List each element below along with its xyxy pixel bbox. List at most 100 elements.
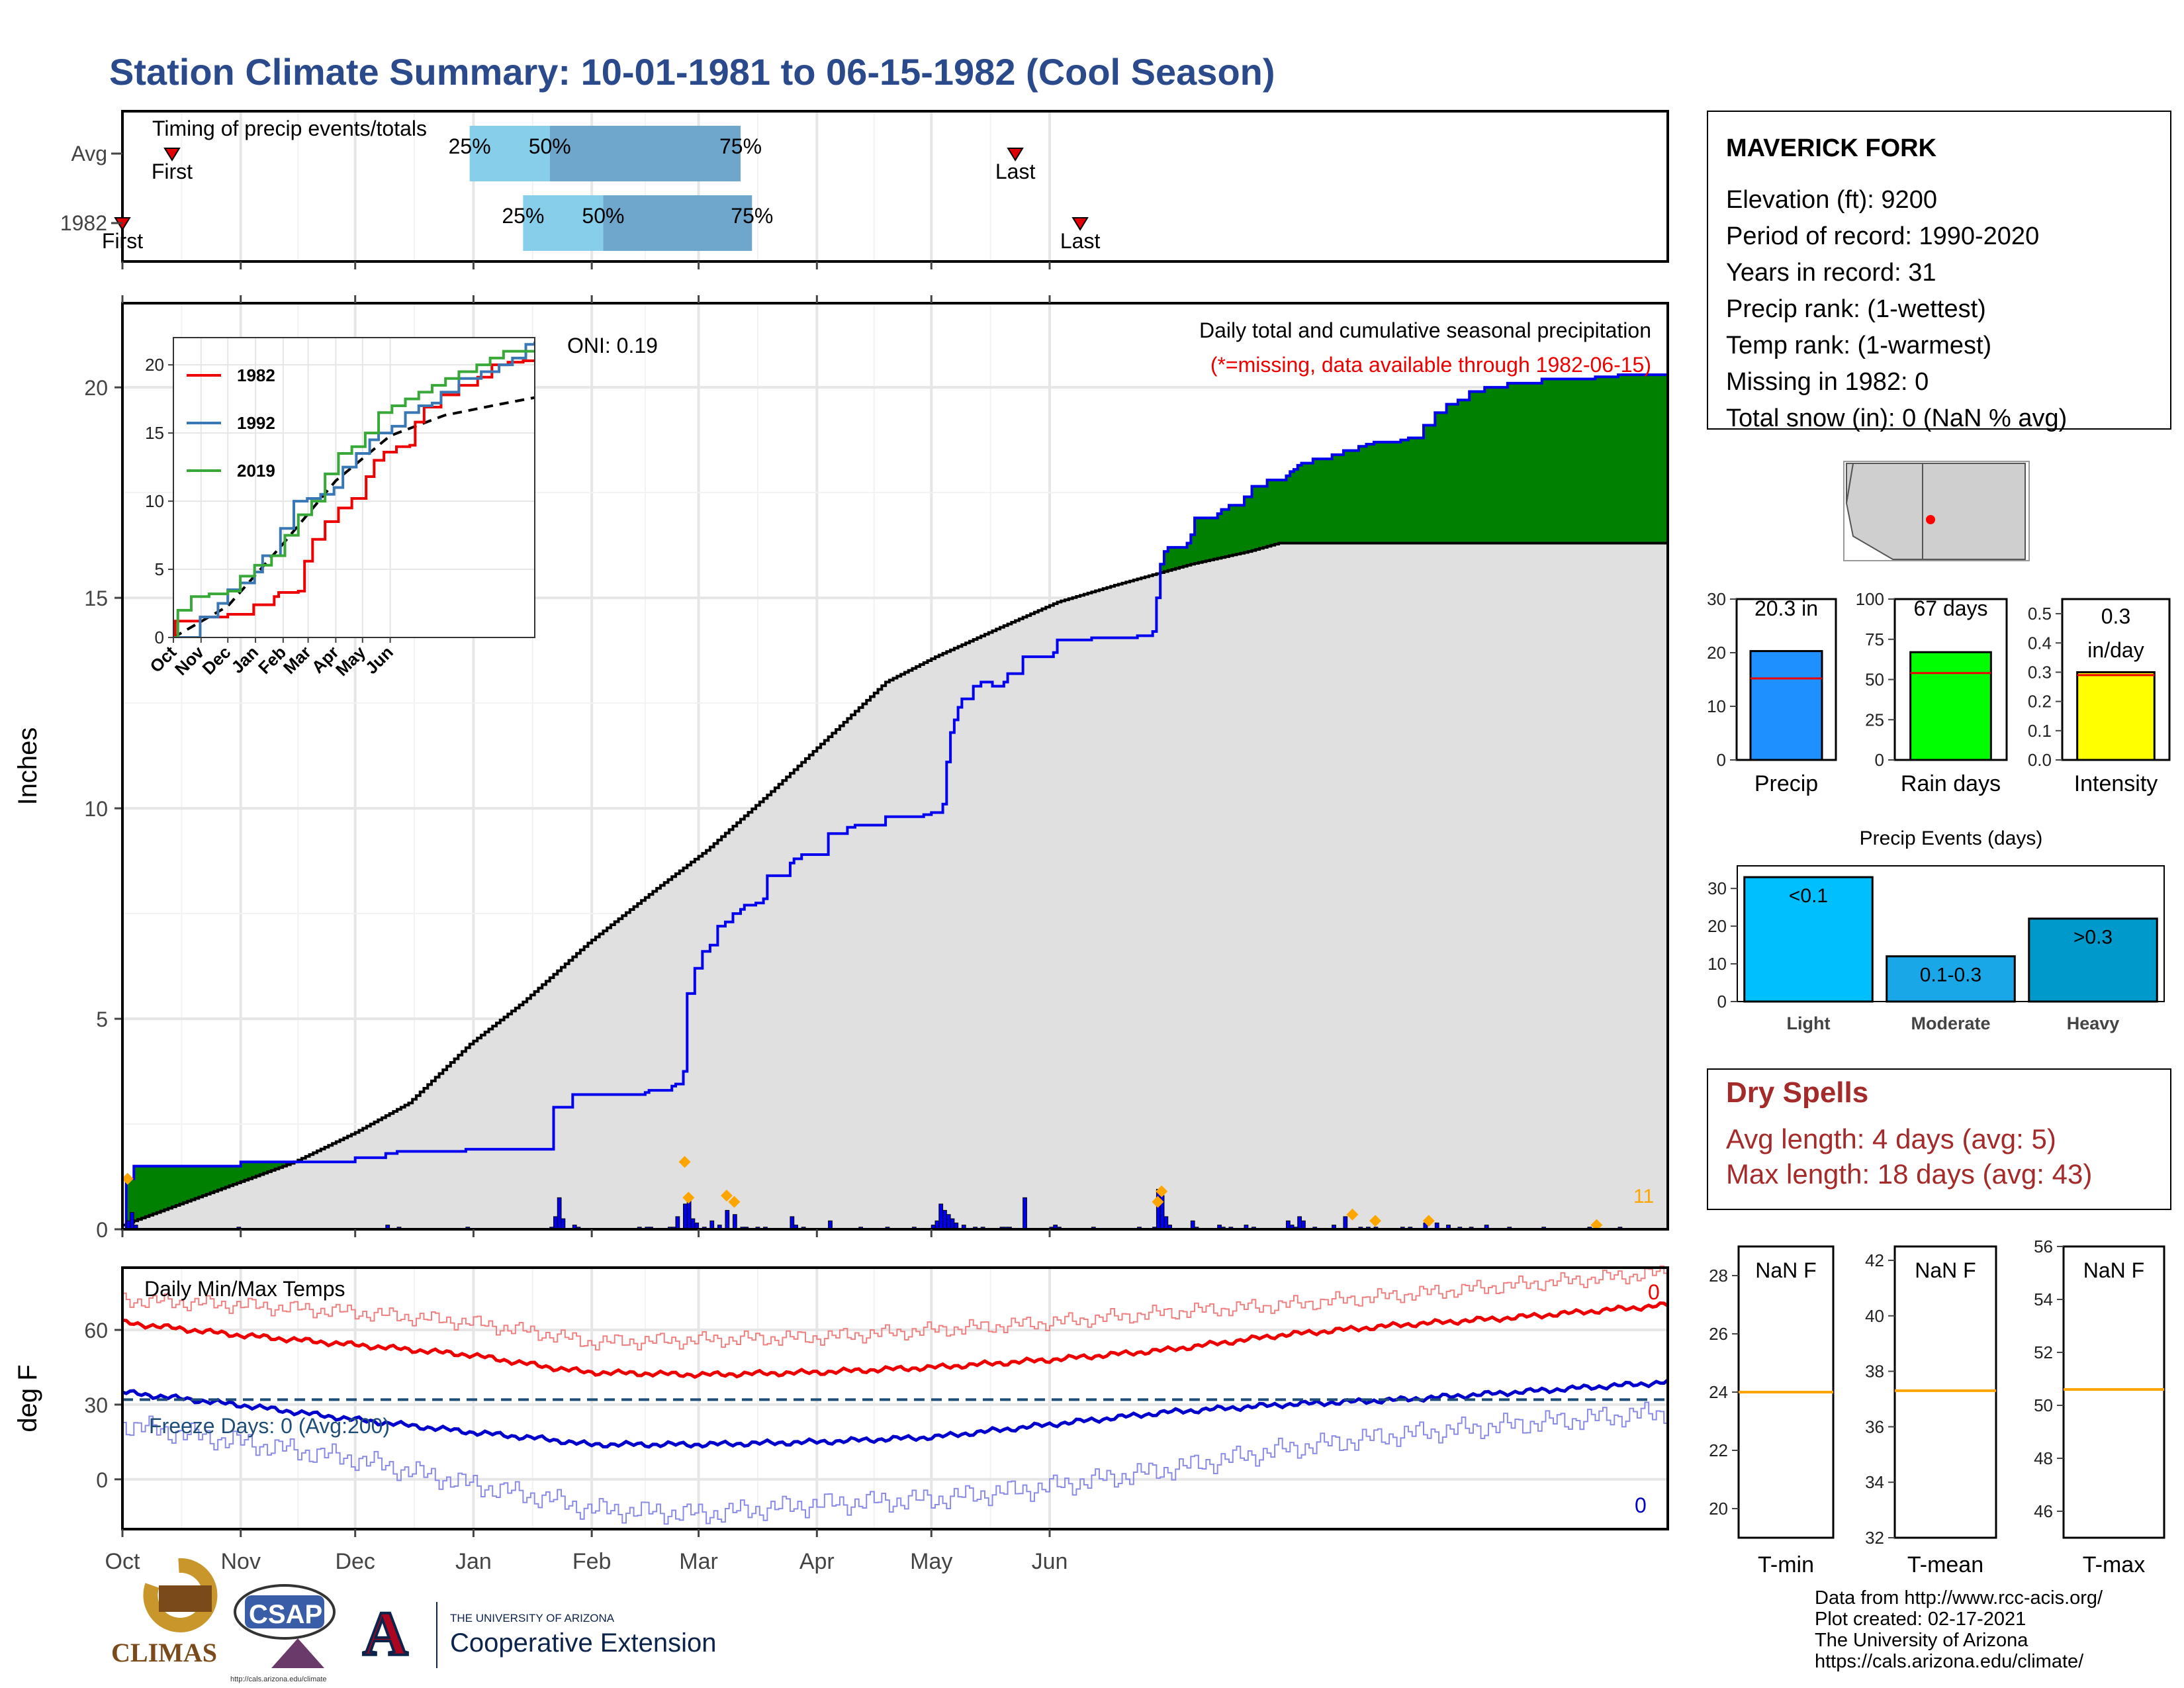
above-avg-fill [1275,480,1279,545]
daily-precip-bar [1297,1216,1302,1229]
above-avg-fill [221,1166,226,1189]
above-avg-fill [1602,377,1608,543]
above-avg-fill [1301,463,1306,543]
above-avg-fill [1496,387,1500,543]
above-avg-fill [1187,543,1191,565]
dry-spells-title: Dry Spells [1726,1076,1868,1109]
summary-y-tick-label: 75 [1865,630,1884,649]
above-avg-fill [255,1162,261,1176]
above-avg-fill [1537,383,1543,543]
above-avg-fill [1332,454,1337,543]
inset-y-tick-label: 5 [155,559,164,579]
x-tick-label: Dec [335,1549,375,1574]
above-avg-fill [1213,518,1218,559]
above-avg-fill [1381,442,1386,543]
temp-value-label: NaN F [2083,1258,2144,1282]
above-avg-fill [283,1162,287,1166]
timing-frame [121,110,1669,263]
pct-label: 25% [449,134,491,158]
record-count: 11 [1633,1186,1654,1207]
above-avg-fill [187,1166,192,1201]
above-avg-fill [191,1166,196,1200]
temp-y-tick-label: 50 [2034,1395,2053,1415]
inset-series-line [173,359,535,637]
above-avg-fill [1618,375,1623,543]
above-avg-fill [199,1166,203,1197]
above-avg-fill [149,1166,154,1215]
daily-precip-bar [1343,1216,1348,1229]
temp-y-tick-label: 38 [1865,1362,1884,1382]
temp-y-tick-label: 56 [2034,1237,2053,1256]
above-avg-fill [1500,387,1504,543]
daily-precip-bar [557,1197,562,1229]
daily-precip-bar [946,1214,951,1229]
row-label: Avg [71,142,107,165]
above-avg-fill [145,1166,150,1217]
above-avg-fill [160,1166,165,1211]
temp-y-tick-label: 20 [1709,1499,1728,1519]
summary-y-tick-label: 0.1 [2028,721,2052,741]
first-event-marker [163,148,181,162]
above-avg-fill [1324,459,1329,543]
daily-precip-bar [828,1220,833,1229]
above-avg-fill [1290,471,1295,543]
above-avg-fill [1278,480,1283,543]
summary-y-tick-label: 25 [1865,710,1884,729]
above-avg-fill [1221,509,1226,558]
oni-label: ONI: 0.19 [567,334,658,357]
daily-record-marker [1152,1196,1164,1208]
summary-y-tick-label: 0.3 [2028,662,2052,682]
summary-y-tick-label: 0.4 [2028,633,2052,653]
above-avg-fill [1565,379,1569,543]
above-avg-fill [1561,379,1565,543]
summary-y-tick-label: 20 [1707,643,1726,663]
tmin-record-line [122,1401,1668,1525]
above-avg-fill [156,1166,161,1213]
temp-y-tick-label: 40 [1865,1306,1884,1326]
x-tick-label: May [910,1549,952,1574]
temp-y-tick-label: 28 [1709,1266,1728,1286]
inset-y-tick-label: 0 [155,628,164,647]
summary-value-label: 20.3 in [1754,596,1818,620]
last-label: Last [1060,229,1101,253]
above-avg-fill [1377,442,1383,543]
events-bar-label: <0.1 [1789,885,1828,907]
daily-precip-bar [561,1218,566,1229]
temp-y-tick-label: 32 [1865,1528,1884,1548]
last-event-marker [1007,148,1024,162]
station-info-line: Missing in 1982: 0 [1726,368,1929,396]
above-avg-fill [1167,547,1173,571]
above-avg-fill [1191,534,1195,565]
tmin-count-label: 0 [1635,1493,1647,1517]
x-tick-label: Feb [572,1549,612,1574]
above-avg-fill [1195,518,1199,563]
daily-record-marker [728,1196,741,1208]
inset-series-line [173,350,535,637]
above-avg-fill [153,1166,158,1214]
events-bar [1886,955,2016,1003]
above-avg-fill [1217,513,1222,559]
daily-record-marker [720,1190,733,1202]
quartile-bar-high [549,126,741,181]
pct-label: 50% [582,204,624,228]
summary-panel-name: Intensity [2074,771,2158,796]
above-avg-fill [1160,564,1165,573]
summary-y-tick-label: 0 [1875,750,1884,770]
station-location-marker [1926,515,1935,524]
temp-panel-name: T-mean [1907,1552,1983,1577]
above-avg-fill [1316,459,1321,543]
avg-cumulative-area [122,543,1668,1229]
arizona-map [1843,461,2030,561]
daily-precip-bar [942,1209,947,1229]
temp-value-label: NaN F [1915,1258,1976,1282]
daily-precip-bar [950,1218,955,1229]
summary-value-label: 0.3 [2101,604,2130,628]
daily-precip-bar [683,1203,688,1229]
above-avg-fill [1457,400,1463,543]
climas-logo-text: CLIMAS [111,1638,217,1667]
above-avg-fill [1359,446,1363,543]
above-avg-fill [1442,412,1447,543]
daily-record-marker [682,1192,695,1204]
above-avg-fill [1660,375,1664,543]
